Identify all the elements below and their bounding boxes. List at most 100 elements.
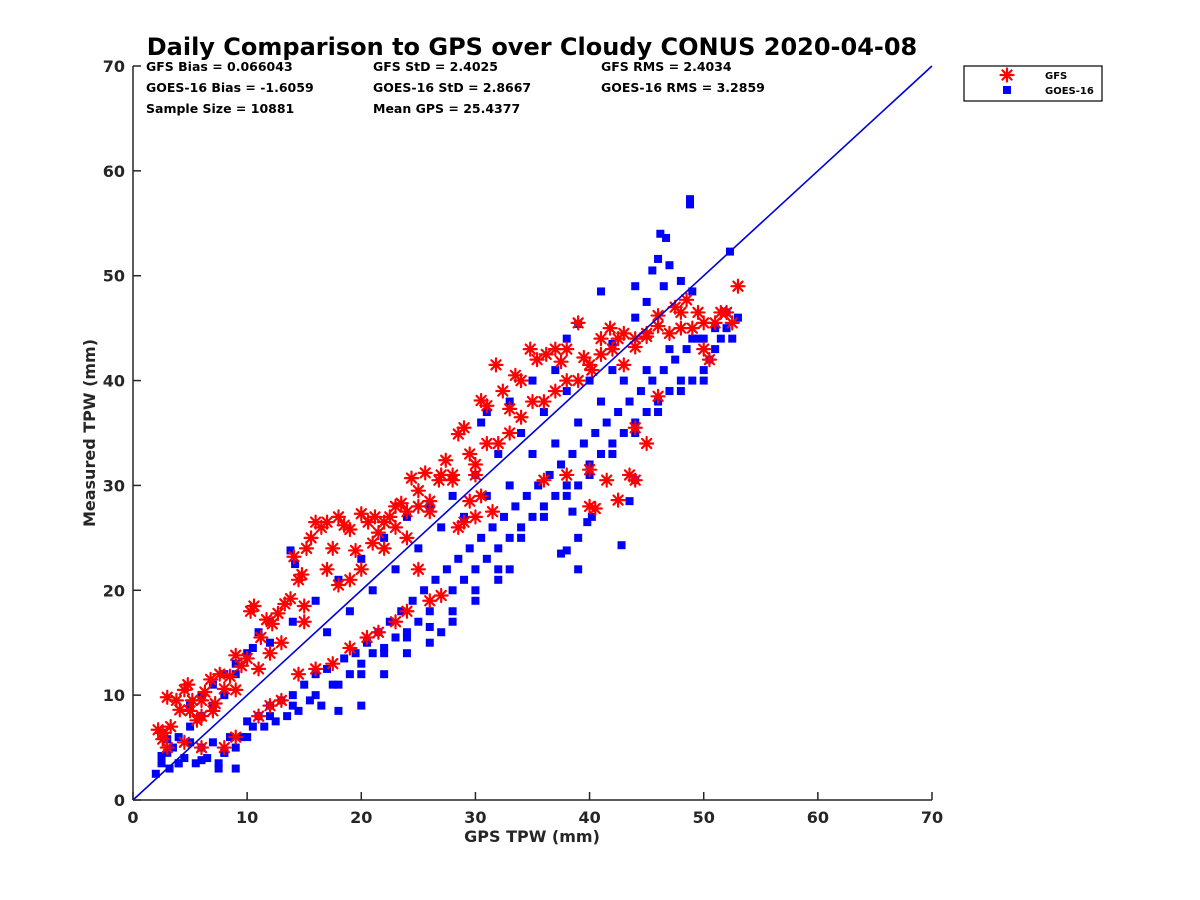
chart-title: Daily Comparison to GPS over Cloudy CONU… xyxy=(147,33,918,61)
x-tick-label-4: 40 xyxy=(578,808,600,827)
stat-goes16-std: GOES-16 StD = 2.8667 xyxy=(373,80,531,95)
goes16-point-31 xyxy=(323,664,332,673)
gfs-point-17 xyxy=(228,647,244,663)
goes16-point-175 xyxy=(619,376,628,385)
goes16-point-3 xyxy=(165,764,174,773)
goes16-point-104 xyxy=(686,195,695,204)
gfs-point-72 xyxy=(553,354,569,370)
goes16-point-210 xyxy=(265,638,274,647)
gfs-point-84 xyxy=(661,325,678,341)
goes16-point-121 xyxy=(286,546,295,555)
gfs-point-114 xyxy=(410,561,426,577)
goes16-point-70 xyxy=(545,470,554,479)
gfs-point-68 xyxy=(522,341,538,357)
gfs-point-110 xyxy=(456,514,472,530)
goes16-point-203 xyxy=(688,287,697,296)
goes16-point-71 xyxy=(551,491,560,500)
gfs-point-136 xyxy=(330,577,347,593)
goes16-point-221 xyxy=(517,429,526,437)
gfs-point-87 xyxy=(696,341,712,357)
goes16-point-171 xyxy=(528,449,537,458)
goes16-point-200 xyxy=(642,297,651,306)
gfs-point-36 xyxy=(325,540,341,556)
gfs-point-44 xyxy=(370,525,387,541)
goes16-point-95 xyxy=(688,376,697,385)
stat-goes16-bias: GOES-16 Bias = -1.6059 xyxy=(146,80,314,95)
gfs-point-118 xyxy=(387,614,404,630)
goes16-point-166 xyxy=(414,544,423,553)
gfs-point-112 xyxy=(473,488,489,504)
goes16-point-170 xyxy=(505,481,514,490)
goes16-point-33 xyxy=(334,706,343,715)
gfs-point-67 xyxy=(513,372,529,389)
gfs-point-166 xyxy=(616,325,632,341)
goes16-point-59 xyxy=(482,554,491,563)
goes16-point-91 xyxy=(665,387,674,396)
gfs-point-51 xyxy=(410,483,426,499)
goes16-point-81 xyxy=(608,439,617,448)
legend-gfs-asterisk xyxy=(999,67,1015,83)
goes16-point-92 xyxy=(671,355,680,364)
gfs-point-10 xyxy=(193,708,210,724)
gfs-point-77 xyxy=(593,331,609,347)
goes16-point-17 xyxy=(243,717,252,726)
goes16-point-176 xyxy=(642,366,651,375)
one-to-one-line xyxy=(132,65,933,801)
goes16-point-109 xyxy=(665,261,674,270)
gfs-point-15 xyxy=(216,681,232,697)
gfs-point-141 xyxy=(445,472,461,488)
goes16-point-72 xyxy=(557,460,566,469)
goes16-point-212 xyxy=(311,596,320,605)
gfs-point-116 xyxy=(422,593,438,609)
goes16-point-66 xyxy=(522,491,531,500)
gfs-point-73 xyxy=(559,341,575,357)
goes16-point-178 xyxy=(688,334,697,343)
gfs-point-107 xyxy=(536,472,552,488)
gfs-point-106 xyxy=(581,462,598,478)
gfs-point-28 xyxy=(286,549,302,565)
goes16-point-127 xyxy=(231,670,240,679)
gfs-point-94 xyxy=(678,292,695,308)
goes16-point-99 xyxy=(711,345,720,354)
gfs-point-147 xyxy=(581,357,598,373)
goes16-point-80 xyxy=(602,418,611,427)
goes16-point-139 xyxy=(587,512,596,521)
goes16-point-76 xyxy=(579,439,588,448)
goes16-point-220 xyxy=(494,449,503,458)
goes16-point-35 xyxy=(345,670,354,679)
x-tick-label-1: 10 xyxy=(236,808,258,827)
gfs-point-128 xyxy=(228,729,244,745)
gfs-point-60 xyxy=(467,467,484,483)
gfs-point-123 xyxy=(308,661,324,677)
gfs-point-43 xyxy=(367,509,383,525)
goes16-point-160 xyxy=(231,764,240,773)
goes16-point-11 xyxy=(208,738,217,747)
goes16-point-186 xyxy=(448,607,457,616)
goes16-point-135 xyxy=(562,546,571,555)
gfs-point-170 xyxy=(250,661,267,677)
goes16-point-25 xyxy=(288,691,297,700)
goes16-point-87 xyxy=(642,408,651,417)
gfs-point-164 xyxy=(570,372,586,389)
x-tick-label-6: 60 xyxy=(807,808,829,827)
y-tick-label-7: 70 xyxy=(103,57,125,76)
gfs-point-45 xyxy=(376,514,392,530)
goes16-point-90 xyxy=(659,366,668,375)
gfs-point-111 xyxy=(450,519,466,535)
gfs-point-27 xyxy=(282,591,299,607)
gfs-point-97 xyxy=(587,500,603,517)
y-tick-label-2: 20 xyxy=(103,581,125,600)
legend-goes16-square xyxy=(1003,86,1011,94)
gfs-point-152 xyxy=(696,315,712,331)
gfs-point-119 xyxy=(370,624,387,640)
gfs-point-135 xyxy=(296,614,312,630)
goes16-point-214 xyxy=(357,554,366,563)
legend: GFS GOES-16 xyxy=(963,65,1103,102)
goes16-point-163 xyxy=(345,607,354,616)
gfs-point-130 xyxy=(193,739,210,756)
goes16-point-117 xyxy=(528,376,537,385)
gfs-point-24 xyxy=(264,616,280,632)
gfs-point-91 xyxy=(730,278,746,294)
goes16-point-73 xyxy=(562,481,571,490)
